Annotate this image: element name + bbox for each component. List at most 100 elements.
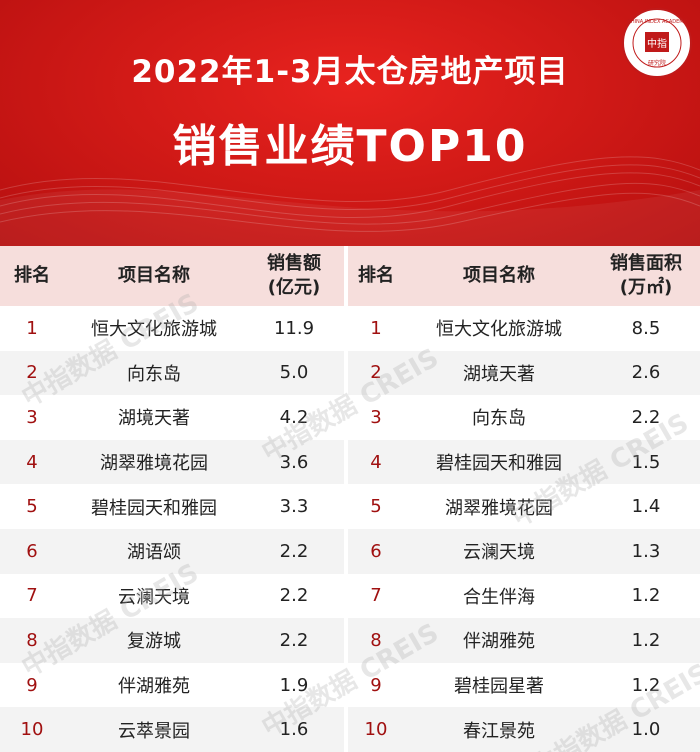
value-cell: 1.2: [631, 629, 661, 651]
table-row: 4 湖翠雅境花园 3.6: [0, 439, 344, 485]
project-name-cell: 碧桂园天和雅园: [436, 453, 562, 475]
logo-bottom-text: 研究院: [648, 59, 666, 67]
header-rank: 排名: [358, 265, 394, 286]
table-row: 1 恒大文化旅游城 8.5: [348, 306, 700, 351]
value-cell: 2.2: [631, 406, 661, 428]
value-cell: 2.6: [631, 362, 661, 384]
logo-top-text: CHINA INDEX ACADEMY: [627, 19, 687, 25]
rank-cell: 2: [370, 362, 382, 384]
rank-cell: 5: [26, 496, 38, 518]
value-cell: 2.2: [279, 540, 309, 562]
rank-cell: 10: [20, 719, 44, 741]
project-name-cell: 伴湖雅苑: [463, 631, 535, 653]
project-name-cell: 春江景苑: [463, 720, 535, 742]
project-name-cell: 复游城: [127, 631, 181, 653]
header-sales-area: 销售面积 (万㎡): [610, 253, 682, 298]
table-row: 4 碧桂园天和雅园 1.5: [348, 439, 700, 485]
project-name-cell: 湖境天著: [463, 363, 535, 385]
rank-cell: 10: [364, 719, 388, 741]
sales-amount-table: 排名 项目名称 销售额 (亿元) 1 恒大文化旅游城 11.9 2 向东岛 5.0 3 湖境天…: [0, 246, 344, 752]
value-cell: 1.6: [279, 719, 309, 741]
header-sales-amount: 销售额 (亿元): [267, 253, 321, 298]
value-cell: 3.3: [279, 496, 309, 518]
project-name-cell: 云萃景园: [118, 720, 190, 742]
table-row: 10 春江景苑 1.0: [348, 707, 700, 752]
rank-cell: 8: [26, 629, 38, 651]
table-row: 8 复游城 2.2: [0, 618, 344, 663]
wave-decoration: [0, 156, 700, 246]
rank-cell: 7: [26, 585, 38, 607]
value-cell: 8.5: [631, 317, 661, 339]
table-header: 排名 项目名称 销售额 (亿元): [0, 246, 344, 306]
table-row: 6 湖语颂 2.2: [0, 529, 344, 574]
value-cell: 3.6: [279, 451, 309, 473]
project-name-cell: 湖语颂: [127, 542, 181, 564]
value-cell: 1.9: [279, 674, 309, 696]
value-cell: 1.2: [631, 585, 661, 607]
rank-cell: 2: [26, 362, 38, 384]
table-row: 6 云澜天境 1.3: [348, 529, 700, 574]
header-rank: 排名: [14, 265, 50, 286]
value-cell: 11.9: [273, 317, 315, 339]
rank-cell: 9: [370, 674, 382, 696]
table-row: 8 伴湖雅苑 1.2: [348, 618, 700, 663]
value-cell: 2.2: [279, 585, 309, 607]
column-divider: [344, 246, 348, 752]
rank-cell: 6: [26, 540, 38, 562]
china-index-academy-logo: 中指 CHINA INDEX ACADEMY 研究院: [622, 8, 692, 78]
rank-cell: 3: [370, 406, 382, 428]
project-name-cell: 合生伴海: [463, 586, 535, 608]
sales-area-table: 排名 项目名称 销售面积 (万㎡) 1 恒大文化旅游城 8.5 2 湖境天著 2.6 3 向东…: [348, 246, 700, 752]
table-row: 7 云澜天境 2.2: [0, 573, 344, 619]
rank-cell: 8: [370, 629, 382, 651]
project-name-cell: 伴湖雅苑: [118, 676, 190, 698]
table-row: 7 合生伴海 1.2: [348, 573, 700, 619]
value-cell: 1.5: [631, 451, 661, 473]
project-name-cell: 恒大文化旅游城: [436, 319, 562, 341]
project-name-cell: 恒大文化旅游城: [91, 319, 217, 341]
project-name-cell: 碧桂园星著: [454, 676, 544, 698]
value-cell: 2.2: [279, 629, 309, 651]
table-row: 9 伴湖雅苑 1.9: [0, 662, 344, 708]
value-cell: 1.3: [631, 540, 661, 562]
table-row: 9 碧桂园星著 1.2: [348, 662, 700, 708]
table-row: 3 向东岛 2.2: [348, 395, 700, 440]
header-project-name: 项目名称: [118, 265, 190, 286]
table-row: 2 湖境天著 2.6: [348, 350, 700, 396]
value-cell: 1.4: [631, 496, 661, 518]
rank-cell: 7: [370, 585, 382, 607]
project-name-cell: 湖翠雅境花园: [100, 453, 208, 475]
table-row: 5 碧桂园天和雅园 3.3: [0, 484, 344, 529]
rank-cell: 4: [26, 451, 38, 473]
table-row: 10 云萃景园 1.6: [0, 707, 344, 752]
table-header: 排名 项目名称 销售面积 (万㎡): [348, 246, 700, 306]
project-name-cell: 向东岛: [472, 408, 526, 430]
rank-cell: 1: [26, 317, 38, 339]
project-name-cell: 湖境天著: [118, 408, 190, 430]
title-line-1: 2022年1-3月太仓房地产项目: [131, 54, 569, 90]
rank-cell: 6: [370, 540, 382, 562]
project-name-cell: 云澜天境: [118, 586, 190, 608]
value-cell: 1.2: [631, 674, 661, 696]
project-name-cell: 湖翠雅境花园: [445, 497, 553, 519]
table-row: 3 湖境天著 4.2: [0, 395, 344, 440]
value-cell: 5.0: [279, 362, 309, 384]
project-name-cell: 碧桂园天和雅园: [91, 497, 217, 519]
value-cell: 4.2: [279, 406, 309, 428]
rank-cell: 9: [26, 674, 38, 696]
header-banner: 2022年1-3月太仓房地产项目 销售业绩TOP10 中指 CHINA INDE…: [0, 0, 700, 246]
ranking-tables: 排名 项目名称 销售额 (亿元) 1 恒大文化旅游城 11.9 2 向东岛 5.0 3 湖境天…: [0, 246, 700, 752]
table-row: 2 向东岛 5.0: [0, 350, 344, 396]
rank-cell: 1: [370, 317, 382, 339]
rank-cell: 5: [370, 496, 382, 518]
table-row: 1 恒大文化旅游城 11.9: [0, 306, 344, 351]
header-project-name: 项目名称: [463, 265, 535, 286]
project-name-cell: 向东岛: [127, 363, 181, 385]
rank-cell: 4: [370, 451, 382, 473]
project-name-cell: 云澜天境: [463, 542, 535, 564]
rank-cell: 3: [26, 406, 38, 428]
title-line-2: 销售业绩TOP10: [172, 121, 528, 172]
value-cell: 1.0: [631, 719, 661, 741]
logo-center-text: 中指: [647, 37, 667, 50]
